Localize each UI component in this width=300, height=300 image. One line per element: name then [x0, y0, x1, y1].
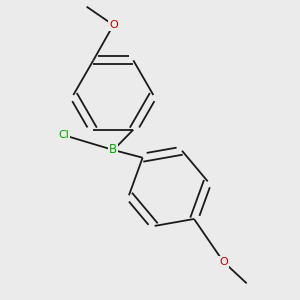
- Text: O: O: [219, 257, 228, 267]
- Text: B: B: [109, 143, 117, 157]
- Text: Cl: Cl: [58, 130, 69, 140]
- Text: O: O: [109, 20, 118, 30]
